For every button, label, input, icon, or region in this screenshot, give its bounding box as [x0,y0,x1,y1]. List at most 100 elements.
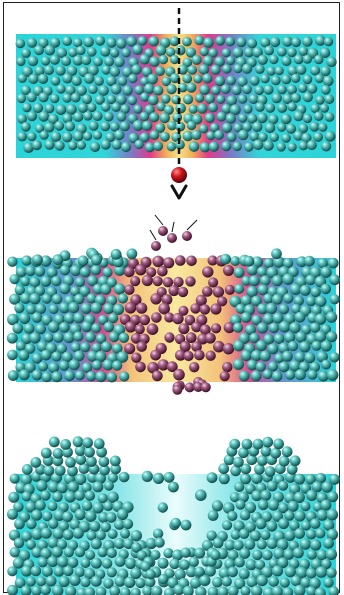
atom [75,454,87,465]
atom [271,275,283,287]
atom [244,501,257,514]
atom [100,121,111,132]
atom [232,322,244,333]
atom [58,360,70,371]
atom [260,530,271,541]
atom [171,549,184,561]
atom [281,446,293,458]
atom [37,557,48,568]
atom [7,566,18,577]
atom [35,123,45,133]
atom [262,313,274,325]
atom [81,55,92,66]
atom [249,332,260,344]
atom [159,112,170,124]
atom [267,343,279,355]
atom [257,303,268,315]
atom [184,314,196,326]
atom [95,371,107,383]
atom [315,566,328,578]
atom [25,304,37,315]
atom [239,547,251,559]
atom [62,132,73,143]
atom [189,362,200,373]
atom [51,275,62,287]
atom [244,324,256,336]
atom [197,103,208,114]
atom [263,258,274,269]
atom [210,64,221,75]
atom [229,104,241,116]
atom [188,104,198,114]
atom [120,104,130,114]
atom [38,111,50,122]
atom [309,121,320,132]
atom [177,82,188,93]
atom [112,343,123,354]
atom [284,529,296,542]
atom [26,111,38,122]
atom [175,103,186,114]
atom [163,548,174,559]
atom [136,341,147,352]
atom [251,490,263,502]
atom [237,76,248,87]
atom [320,266,332,278]
atom [73,331,84,342]
atom [223,322,235,334]
atom [262,369,273,380]
atom [306,489,318,501]
atom [94,94,105,105]
atom [95,35,106,46]
atom [173,584,185,595]
atom [287,142,297,152]
atom [89,141,101,152]
atom [36,480,48,492]
atom [185,47,197,58]
atom [86,371,97,382]
atom [240,586,251,595]
atom [58,302,70,314]
atom [84,568,96,580]
atom [182,57,193,68]
atom [224,284,235,295]
atom [307,369,318,380]
atom [100,46,111,57]
ejected-atom-icon [182,231,192,241]
atom [55,104,67,115]
atom [222,343,235,355]
atom [194,349,205,361]
atom [149,112,160,123]
atom [199,46,209,57]
atom [65,456,76,468]
atom [166,84,177,95]
atom [267,499,280,511]
atom [301,324,312,335]
atom [25,265,36,277]
atom [265,302,278,315]
atom [77,102,89,113]
atom [327,257,339,269]
atom [311,340,322,351]
atom [71,75,82,86]
atom [31,585,42,595]
atom [224,539,236,551]
atom [263,140,274,151]
atom [255,102,265,112]
atom [295,566,308,579]
atom [141,120,153,131]
atom [294,510,306,522]
atom [68,359,80,371]
atom [31,547,43,558]
atom [143,83,155,94]
atom [101,65,111,75]
atom [135,361,146,373]
atom [24,361,36,373]
atom [262,436,274,448]
atom [100,283,112,295]
atom [186,82,197,93]
atom [266,480,278,492]
atom [26,518,37,530]
atom [38,73,49,84]
